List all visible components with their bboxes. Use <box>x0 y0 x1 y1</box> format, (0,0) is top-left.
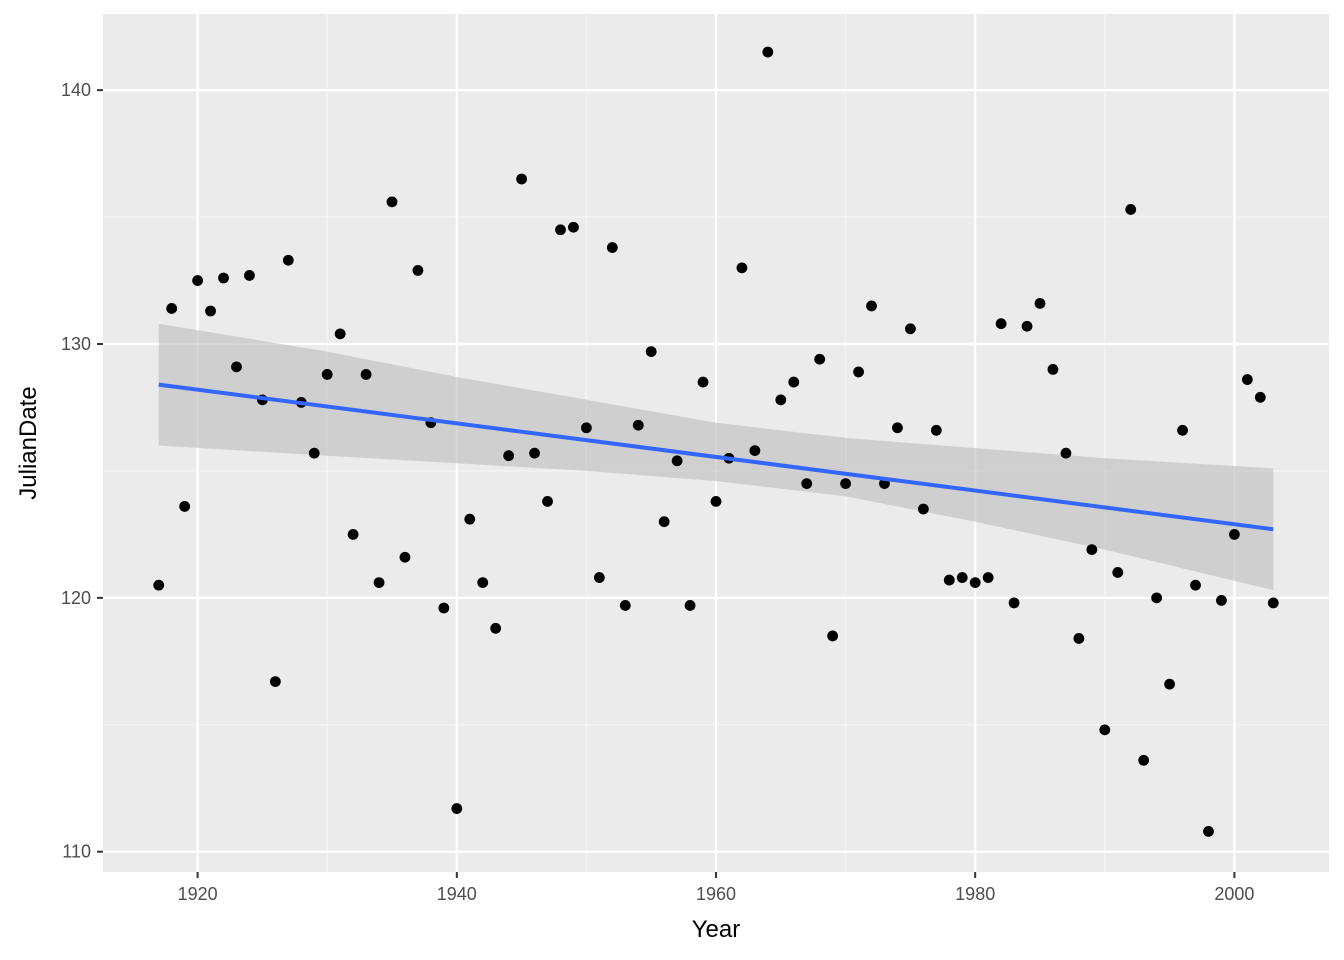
data-point <box>1228 528 1240 540</box>
data-point <box>192 275 204 286</box>
x-axis-title: Year <box>692 916 741 943</box>
data-point <box>464 513 476 525</box>
data-point <box>205 305 216 317</box>
x-tick-label: 1960 <box>696 884 736 904</box>
data-point <box>982 572 994 583</box>
data-point <box>658 516 670 528</box>
data-point <box>542 495 553 507</box>
data-point <box>308 447 320 459</box>
data-point <box>632 419 644 431</box>
data-point <box>568 221 579 233</box>
data-point <box>179 501 191 512</box>
data-point <box>762 46 774 58</box>
data-point <box>282 254 294 266</box>
data-point <box>1203 825 1214 837</box>
data-point <box>827 630 839 642</box>
data-points <box>153 46 1279 837</box>
data-point <box>1099 724 1111 736</box>
y-axis-ticks: 110 120 130 140 <box>61 80 103 862</box>
data-point <box>930 424 942 436</box>
data-point <box>840 478 851 490</box>
data-point <box>269 676 281 688</box>
data-point <box>1047 363 1059 375</box>
data-point <box>399 551 411 563</box>
data-point <box>218 272 229 284</box>
x-tick-label: 2000 <box>1214 884 1254 904</box>
data-point <box>788 376 800 388</box>
data-point <box>166 303 178 314</box>
data-point <box>1034 297 1046 309</box>
data-point <box>1086 544 1098 556</box>
data-point <box>969 577 981 589</box>
data-point <box>477 577 489 589</box>
data-point <box>1190 579 1201 591</box>
data-point <box>412 264 424 276</box>
data-point <box>347 528 359 540</box>
data-point <box>917 503 929 515</box>
data-point <box>1138 754 1150 766</box>
data-point <box>1241 374 1253 385</box>
data-point <box>606 242 618 253</box>
y-tick-label: 110 <box>62 842 91 862</box>
x-tick-label: 1940 <box>437 884 477 904</box>
x-tick-label: 1980 <box>955 884 995 904</box>
data-point <box>1021 320 1033 332</box>
data-point <box>438 602 450 614</box>
data-point <box>684 600 696 611</box>
data-point <box>451 803 463 814</box>
data-point <box>645 346 657 358</box>
data-point <box>581 422 592 434</box>
data-point <box>749 445 761 457</box>
data-point <box>334 328 346 340</box>
data-point <box>503 450 515 462</box>
data-point <box>153 579 165 591</box>
data-point <box>736 262 748 274</box>
data-point <box>1073 633 1085 644</box>
x-tick-label: 1920 <box>178 884 218 904</box>
data-point <box>321 369 333 380</box>
data-point <box>1008 597 1020 609</box>
data-point <box>1125 204 1137 215</box>
data-point <box>866 300 877 312</box>
data-point <box>555 224 566 236</box>
data-point <box>593 572 605 583</box>
data-point <box>956 572 968 583</box>
data-point <box>892 422 903 434</box>
data-point <box>710 495 722 507</box>
data-point <box>244 270 255 281</box>
data-point <box>853 366 864 378</box>
data-point <box>671 455 683 467</box>
data-point <box>1216 594 1227 606</box>
data-point <box>529 447 540 459</box>
data-point <box>490 622 502 634</box>
data-point <box>1267 597 1279 609</box>
data-point <box>1177 424 1188 436</box>
data-point <box>775 394 787 406</box>
data-point <box>386 196 398 208</box>
data-point <box>1254 391 1266 403</box>
data-point <box>1151 592 1163 604</box>
data-point <box>801 478 813 490</box>
data-point <box>1060 447 1072 459</box>
data-point <box>995 318 1007 330</box>
data-point <box>231 361 242 373</box>
data-point <box>697 376 709 388</box>
y-tick-label: 120 <box>61 588 91 608</box>
data-point <box>619 600 631 611</box>
y-tick-label: 140 <box>61 80 91 100</box>
data-point <box>943 574 955 586</box>
data-point <box>516 173 528 185</box>
y-tick-label: 130 <box>61 334 91 354</box>
y-axis-title: JulianDate <box>15 386 42 499</box>
data-point <box>1112 567 1124 578</box>
data-point <box>1164 678 1175 690</box>
x-axis-ticks: 1920 1940 1960 1980 2000 <box>178 872 1254 904</box>
data-point <box>814 353 826 365</box>
data-point <box>360 369 372 380</box>
data-point <box>904 323 916 335</box>
trend-line <box>158 382 1274 532</box>
data-point <box>373 577 385 589</box>
